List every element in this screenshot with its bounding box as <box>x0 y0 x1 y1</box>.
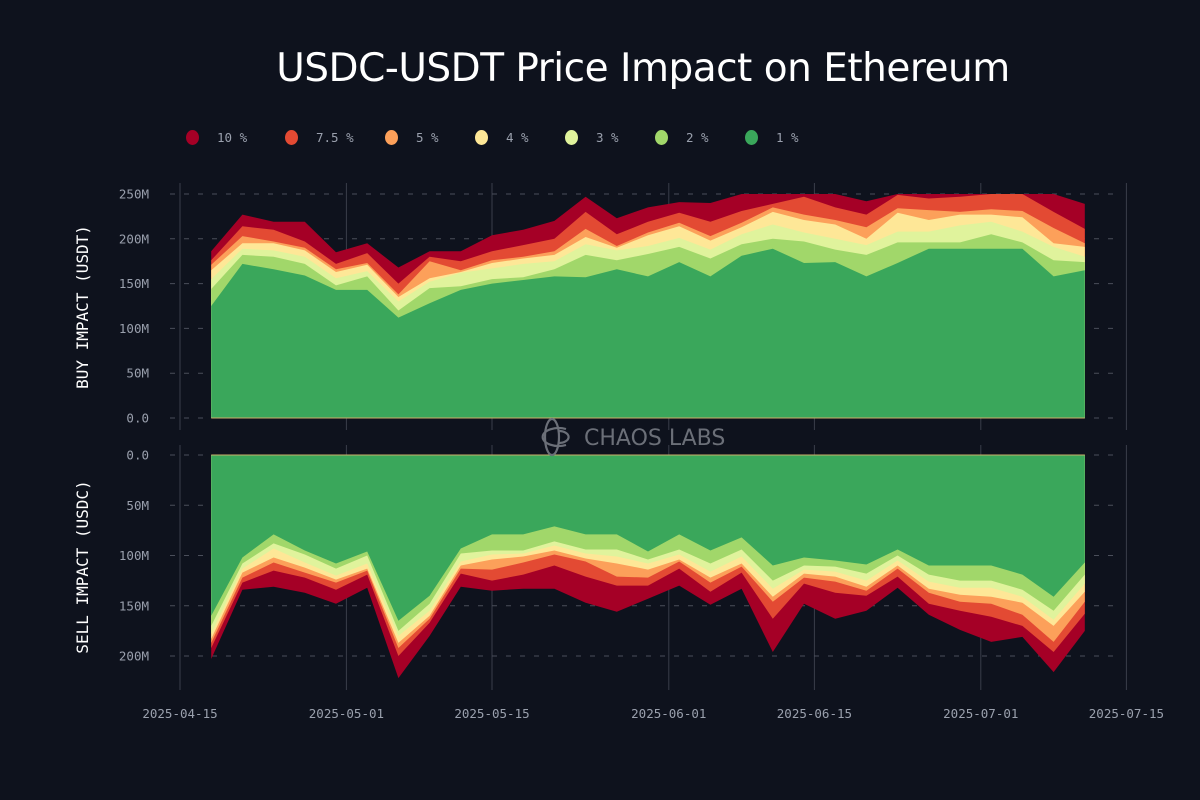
sell-y-tick-label: 200M <box>119 649 149 664</box>
legend-item-5[interactable]: 5 % <box>385 130 475 145</box>
legend-label: 4 % <box>506 130 529 145</box>
legend-swatch <box>385 130 398 145</box>
buy-y-tick-label: 200M <box>119 231 149 246</box>
legend-item-1[interactable]: 1 % <box>745 130 835 145</box>
legend-label: 10 % <box>217 130 248 145</box>
x-tick-label: 2025-07-15 <box>1089 706 1164 721</box>
legend-label: 3 % <box>596 130 619 145</box>
legend-swatch <box>745 130 758 145</box>
buy-y-axis-label: BUY IMPACT (USDT) <box>73 225 92 389</box>
legend: 10 % 7.5 % 5 % 4 % 3 % 2 % 1 % <box>186 130 835 145</box>
legend-item-4[interactable]: 4 % <box>475 130 565 145</box>
buy-y-tick-label: 0.0 <box>126 411 149 426</box>
legend-label: 2 % <box>686 130 709 145</box>
buy-y-tick-label: 100M <box>119 321 149 336</box>
sell-area-1pct <box>211 455 1085 621</box>
legend-item-2[interactable]: 2 % <box>655 130 745 145</box>
sell-y-tick-label: 0.0 <box>126 448 149 463</box>
watermark: CHAOS LABS <box>541 417 725 457</box>
legend-item-3[interactable]: 3 % <box>565 130 655 145</box>
buy-y-tick-label: 250M <box>119 187 149 202</box>
legend-label: 7.5 % <box>316 130 354 145</box>
sell-y-axis-label: SELL IMPACT (USDC) <box>73 480 92 653</box>
x-tick-label: 2025-04-15 <box>142 706 217 721</box>
legend-label: 1 % <box>776 130 799 145</box>
x-tick-label: 2025-05-01 <box>309 706 384 721</box>
x-tick-label: 2025-06-15 <box>777 706 852 721</box>
x-tick-label: 2025-06-01 <box>631 706 706 721</box>
sell-y-tick-label: 50M <box>126 498 149 513</box>
legend-swatch <box>655 130 668 145</box>
legend-item-10[interactable]: 10 % <box>186 130 285 145</box>
x-tick-label: 2025-05-15 <box>454 706 529 721</box>
sell-plot <box>211 454 1085 679</box>
legend-swatch <box>565 130 578 145</box>
legend-label: 5 % <box>416 130 439 145</box>
legend-item-7-5[interactable]: 7.5 % <box>285 130 385 145</box>
legend-swatch <box>475 130 488 145</box>
buy-y-tick-label: 150M <box>119 276 149 291</box>
buy-y-tick-label: 50M <box>126 366 149 381</box>
x-tick-label: 2025-07-01 <box>943 706 1018 721</box>
sell-y-tick-label: 100M <box>119 548 149 563</box>
legend-swatch <box>186 130 199 145</box>
legend-swatch <box>285 130 298 145</box>
chart-title: USDC-USDT Price Impact on Ethereum <box>276 46 1010 91</box>
axes-layer: 2025-04-15 2025-05-01 2025-05-15 2025-06-01… <box>119 187 1164 722</box>
watermark-text: CHAOS LABS <box>584 426 725 451</box>
buy-area-1pct <box>211 248 1085 418</box>
chaos-labs-logo-icon <box>541 417 570 457</box>
buy-plot <box>211 194 1085 419</box>
sell-y-tick-label: 150M <box>119 598 149 613</box>
